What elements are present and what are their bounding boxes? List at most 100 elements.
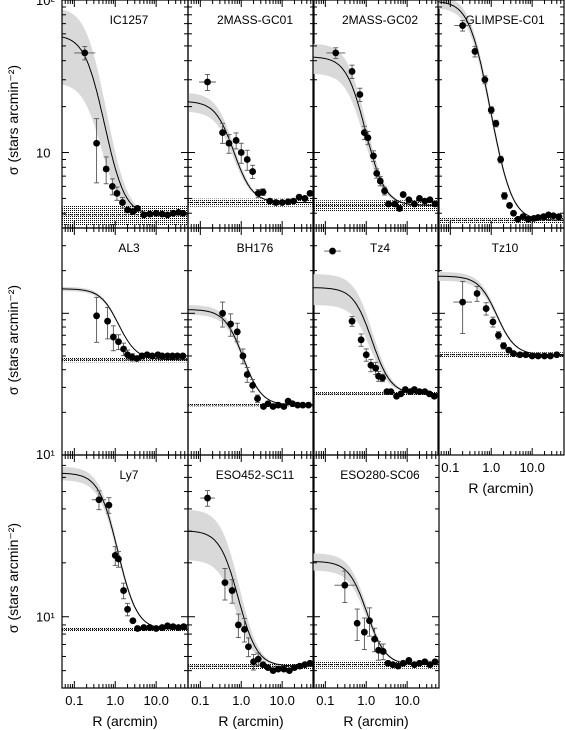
data-point [366,617,373,625]
data-point [371,635,378,643]
data-point [421,658,429,666]
panel-10: ESO280-SC06 0.1 1.0 10.0 R (arcmin) [312,454,440,729]
data-point [179,209,187,217]
data-point [497,156,505,163]
panel-frame [312,0,440,229]
data-point [140,211,148,219]
data-point [95,496,103,504]
data-point [173,352,181,360]
data-point [280,403,288,410]
data-point [148,352,156,360]
data-point [528,352,536,360]
data-point [243,371,251,378]
data-point [140,624,148,631]
data-point [219,129,226,137]
data-point [353,619,361,627]
data-point [348,68,356,75]
fit-uncertainty-band [188,304,314,406]
data-point [501,192,508,200]
data-point [105,501,113,509]
data-point [81,49,89,57]
fit-curve [188,309,314,406]
data-point [426,661,434,669]
x-tick-label: 1.0 [106,693,124,708]
panel-plot-area [313,247,439,400]
data-point [399,659,407,667]
panel-plot-area [188,74,314,207]
data-point [93,312,100,320]
panel-plot-area [313,553,439,670]
data-point [379,648,387,655]
data-point [146,624,154,631]
data-point [164,622,171,630]
data-point [113,189,121,197]
data-point [495,331,502,339]
data-point [492,120,500,127]
data-point [360,129,368,137]
panel-frame [187,227,315,456]
data-point [285,667,293,675]
data-point [416,388,423,396]
data-point [410,200,418,208]
panel-plot-area [62,9,188,226]
data-point [129,617,137,625]
panel-frame [61,454,189,689]
panel-1: 2MASS-GC01 [187,0,315,229]
data-point [175,624,182,631]
panel-3: GLIMPSE-C01 [437,0,565,229]
panel-5: BH176 [187,227,315,456]
data-point [500,342,507,350]
panel-title: Tz4 [370,241,390,255]
x-axis-label: R (arcmin) [468,480,533,496]
data-point [93,139,100,147]
panel-0: IC1257 10² 10 [36,0,189,229]
panel-plot-area [62,466,188,632]
data-point [405,657,413,664]
data-point [391,200,399,208]
fit-uncertainty-band [62,466,188,630]
data-point [295,193,303,201]
data-point [553,351,561,359]
panel-frame [437,0,565,229]
data-point [204,78,211,86]
data-point [102,165,110,173]
x-tick-label: 1.0 [482,460,500,475]
data-point [138,352,146,360]
data-point [278,199,286,206]
data-point [306,189,314,197]
data-point [259,661,267,669]
data-point [239,352,247,360]
data-point [152,625,160,632]
x-axis-label: R (arcmin) [92,713,157,729]
data-point [243,156,251,163]
data-point [329,247,336,255]
data-point [291,664,298,671]
data-point [399,191,407,198]
x-tick-label: 1.0 [357,693,375,708]
data-point [385,200,392,208]
data-point [471,48,479,55]
data-point [254,395,261,403]
data-point [364,134,372,142]
fit-uncertainty-band [62,9,188,215]
data-point [259,188,267,196]
data-point [264,664,272,671]
panel-plot-area [313,43,439,212]
data-point [410,661,418,669]
data-point [115,338,122,346]
data-point [164,211,171,219]
data-point [169,352,176,360]
data-point [109,333,117,341]
data-point [119,199,126,206]
panel-7: Tz10 0.1 1.0 10.0 R (arcmin) [437,227,565,496]
data-point [481,76,489,84]
panel-title: GLIMPSE-C01 [465,13,545,27]
panel-4: AL3 10¹ [36,227,189,462]
data-point [396,205,403,212]
fit-uncertainty-band [438,271,564,355]
data-point [431,200,439,208]
data-point [274,665,282,673]
data-point [152,209,160,217]
ylabel-row-2: σ (stars arcmin⁻²) [5,523,21,633]
data-point [534,214,542,221]
